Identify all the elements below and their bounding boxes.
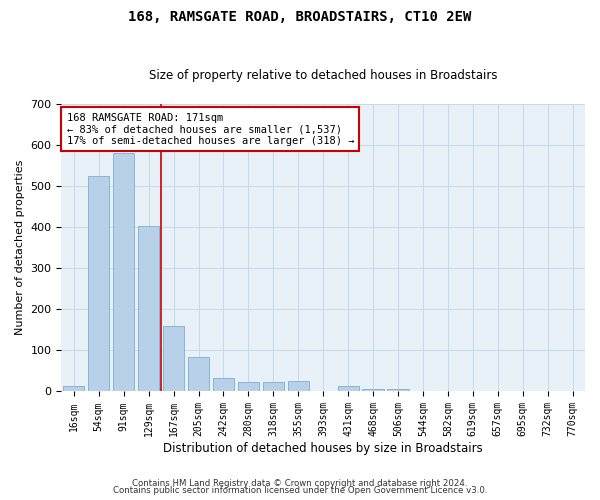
Bar	[388, 390, 409, 392]
Bar	[88, 176, 109, 392]
Bar	[113, 154, 134, 392]
X-axis label: Distribution of detached houses by size in Broadstairs: Distribution of detached houses by size …	[163, 442, 483, 455]
Bar	[163, 326, 184, 392]
Bar	[188, 356, 209, 392]
Y-axis label: Number of detached properties: Number of detached properties	[15, 160, 25, 336]
Text: Contains HM Land Registry data © Crown copyright and database right 2024.: Contains HM Land Registry data © Crown c…	[132, 478, 468, 488]
Bar	[338, 386, 359, 392]
Text: Contains public sector information licensed under the Open Government Licence v3: Contains public sector information licen…	[113, 486, 487, 495]
Text: 168, RAMSGATE ROAD, BROADSTAIRS, CT10 2EW: 168, RAMSGATE ROAD, BROADSTAIRS, CT10 2E…	[128, 10, 472, 24]
Bar	[138, 226, 159, 392]
Text: 168 RAMSGATE ROAD: 171sqm
← 83% of detached houses are smaller (1,537)
17% of se: 168 RAMSGATE ROAD: 171sqm ← 83% of detac…	[67, 112, 354, 146]
Bar	[362, 388, 383, 392]
Bar	[287, 381, 309, 392]
Bar	[263, 382, 284, 392]
Bar	[213, 378, 234, 392]
Bar	[63, 386, 85, 392]
Bar	[238, 382, 259, 392]
Title: Size of property relative to detached houses in Broadstairs: Size of property relative to detached ho…	[149, 69, 497, 82]
